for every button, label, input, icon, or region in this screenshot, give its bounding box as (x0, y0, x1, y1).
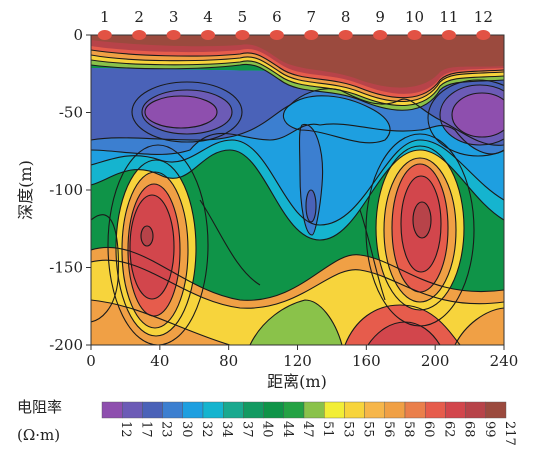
legend-swatch (364, 401, 386, 419)
low-right-core (452, 93, 504, 137)
legend-swatch (243, 401, 264, 419)
station-label: 11 (439, 8, 458, 26)
y-axis: 0 -50 -100 -150 -200 (49, 26, 91, 354)
y-tick-label: -100 (49, 181, 83, 199)
station-label: 6 (272, 8, 282, 26)
anomaly-right-core (413, 202, 431, 238)
legend-swatch (202, 401, 224, 419)
station-markers: 1 2 3 4 5 6 7 8 9 10 11 12 (97, 8, 493, 40)
surface-band-brown (91, 35, 504, 88)
legend-unit: (Ω·m) (17, 426, 60, 444)
legend-value-label: 60 (421, 421, 436, 438)
low-center-core (306, 190, 316, 222)
legend-value-label: 47 (300, 421, 315, 438)
station-marker (407, 30, 422, 40)
anomaly-left-band-4 (130, 195, 174, 299)
x-tick-label: 200 (421, 352, 450, 370)
x-tick-label: 120 (283, 352, 312, 370)
legend-swatch (384, 401, 406, 419)
low-left-core (145, 96, 217, 128)
legend-swatch (101, 401, 123, 419)
legend-swatch (425, 401, 446, 419)
contour-lines (91, 49, 504, 345)
station-marker (476, 30, 491, 40)
station-label: 1 (100, 8, 110, 26)
legend-colorbar: 12 17 23 30 32 34 37 40 44 47 51 53 55 56 58 60 62 68 99 21… (101, 401, 517, 446)
legend-swatch (485, 401, 507, 419)
legend-value-label: 17 (138, 421, 153, 438)
station-label: 8 (341, 8, 351, 26)
station-label: 4 (203, 8, 213, 26)
legend-swatch (263, 401, 285, 419)
station-label: 10 (405, 8, 424, 26)
station-marker (441, 30, 456, 40)
station-marker (269, 30, 284, 40)
y-tick-label: -200 (49, 336, 83, 354)
station-label: 9 (375, 8, 385, 26)
legend-value-label: 40 (260, 421, 275, 438)
legend-value-label: 62 (441, 421, 456, 438)
legend-swatch (303, 401, 325, 419)
legend-value-label: 56 (381, 421, 396, 438)
station-label: 7 (306, 8, 316, 26)
station-marker (201, 30, 216, 40)
station-label: 5 (238, 8, 248, 26)
station-marker (132, 30, 147, 40)
legend-value-label: 37 (239, 421, 254, 438)
legend-swatch (404, 401, 426, 419)
legend-value-label: 12 (118, 421, 133, 438)
x-tick-label: 240 (490, 352, 519, 370)
legend-value-label: 30 (179, 421, 194, 438)
legend-swatch (182, 401, 204, 419)
band-lightgreen-bottom (250, 300, 342, 345)
station-label: 3 (169, 8, 179, 26)
legend-swatch (445, 401, 466, 419)
band-orange-bottom-right (455, 308, 504, 345)
legend-value-label: 53 (340, 421, 355, 438)
x-tick-label: 80 (219, 352, 238, 370)
station-marker (235, 30, 250, 40)
station-marker (373, 30, 388, 40)
legend-swatch (465, 401, 487, 419)
x-tick-label: 40 (150, 352, 169, 370)
y-tick-label: -50 (59, 104, 83, 122)
x-tick-label: 0 (86, 352, 96, 370)
legend-swatch (121, 401, 143, 419)
legend-value-label: 217 (502, 421, 517, 446)
legend-value-label: 51 (320, 421, 335, 438)
y-axis-title: 深度(m) (16, 160, 35, 220)
legend-swatch (222, 401, 244, 419)
legend-value-label: 44 (280, 421, 295, 438)
station-marker (304, 30, 319, 40)
x-axis: 0 40 80 120 160 200 240 (86, 345, 518, 370)
band-lightblue-center (283, 95, 390, 143)
legend-swatch (324, 401, 345, 419)
legend-swatch (162, 401, 184, 419)
legend-value-label: 58 (401, 421, 416, 438)
station-marker (97, 30, 112, 40)
band-blue-center-trough (299, 124, 323, 235)
legend-swatch (142, 401, 163, 419)
legend-value-label: 32 (199, 421, 214, 438)
x-tick-label: 160 (352, 352, 381, 370)
station-marker (166, 30, 181, 40)
station-label: 2 (134, 8, 144, 26)
anomaly-left-core (141, 226, 153, 246)
station-label: 12 (474, 8, 493, 26)
legend-value-label: 55 (361, 421, 376, 438)
legend-value-label: 34 (219, 421, 234, 438)
legend-value-label: 99 (482, 421, 497, 438)
legend-title: 电阻率 (17, 398, 62, 416)
legend-value-label: 23 (159, 421, 174, 438)
x-axis-title: 距离(m) (267, 372, 327, 391)
y-tick-label: -150 (49, 259, 83, 277)
contour-fill-layer (91, 35, 504, 345)
legend-swatch (344, 401, 365, 419)
legend-swatch (283, 401, 305, 419)
station-marker (338, 30, 353, 40)
legend-value-label: 68 (462, 421, 477, 438)
y-tick-label: 0 (73, 26, 83, 44)
